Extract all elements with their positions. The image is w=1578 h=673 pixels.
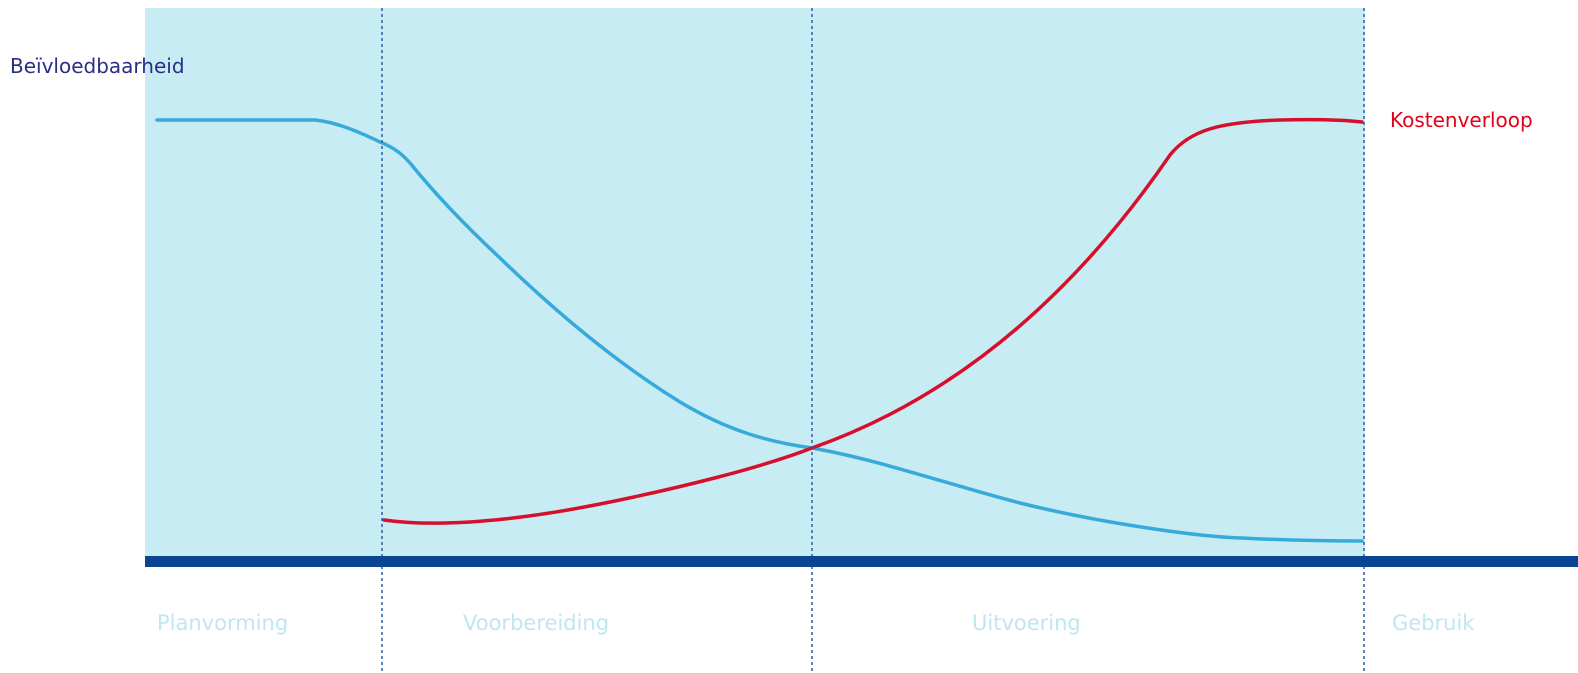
phase-label-gebruik: Gebruik xyxy=(1392,611,1475,635)
phase-label-voorbereiding: Voorbereiding xyxy=(463,611,610,635)
cost-label: Kostenverloop xyxy=(1390,108,1533,132)
phase-label-planvorming: Planvorming xyxy=(157,611,289,635)
time-axis-baseline xyxy=(145,556,1578,567)
cost-curve xyxy=(382,117,1364,525)
influence-curve xyxy=(155,118,1364,543)
phase-label-uitvoering: Uitvoering xyxy=(972,611,1081,635)
influence-label: Beïvloedbaarheid xyxy=(10,54,185,78)
chart-background xyxy=(145,8,1365,560)
